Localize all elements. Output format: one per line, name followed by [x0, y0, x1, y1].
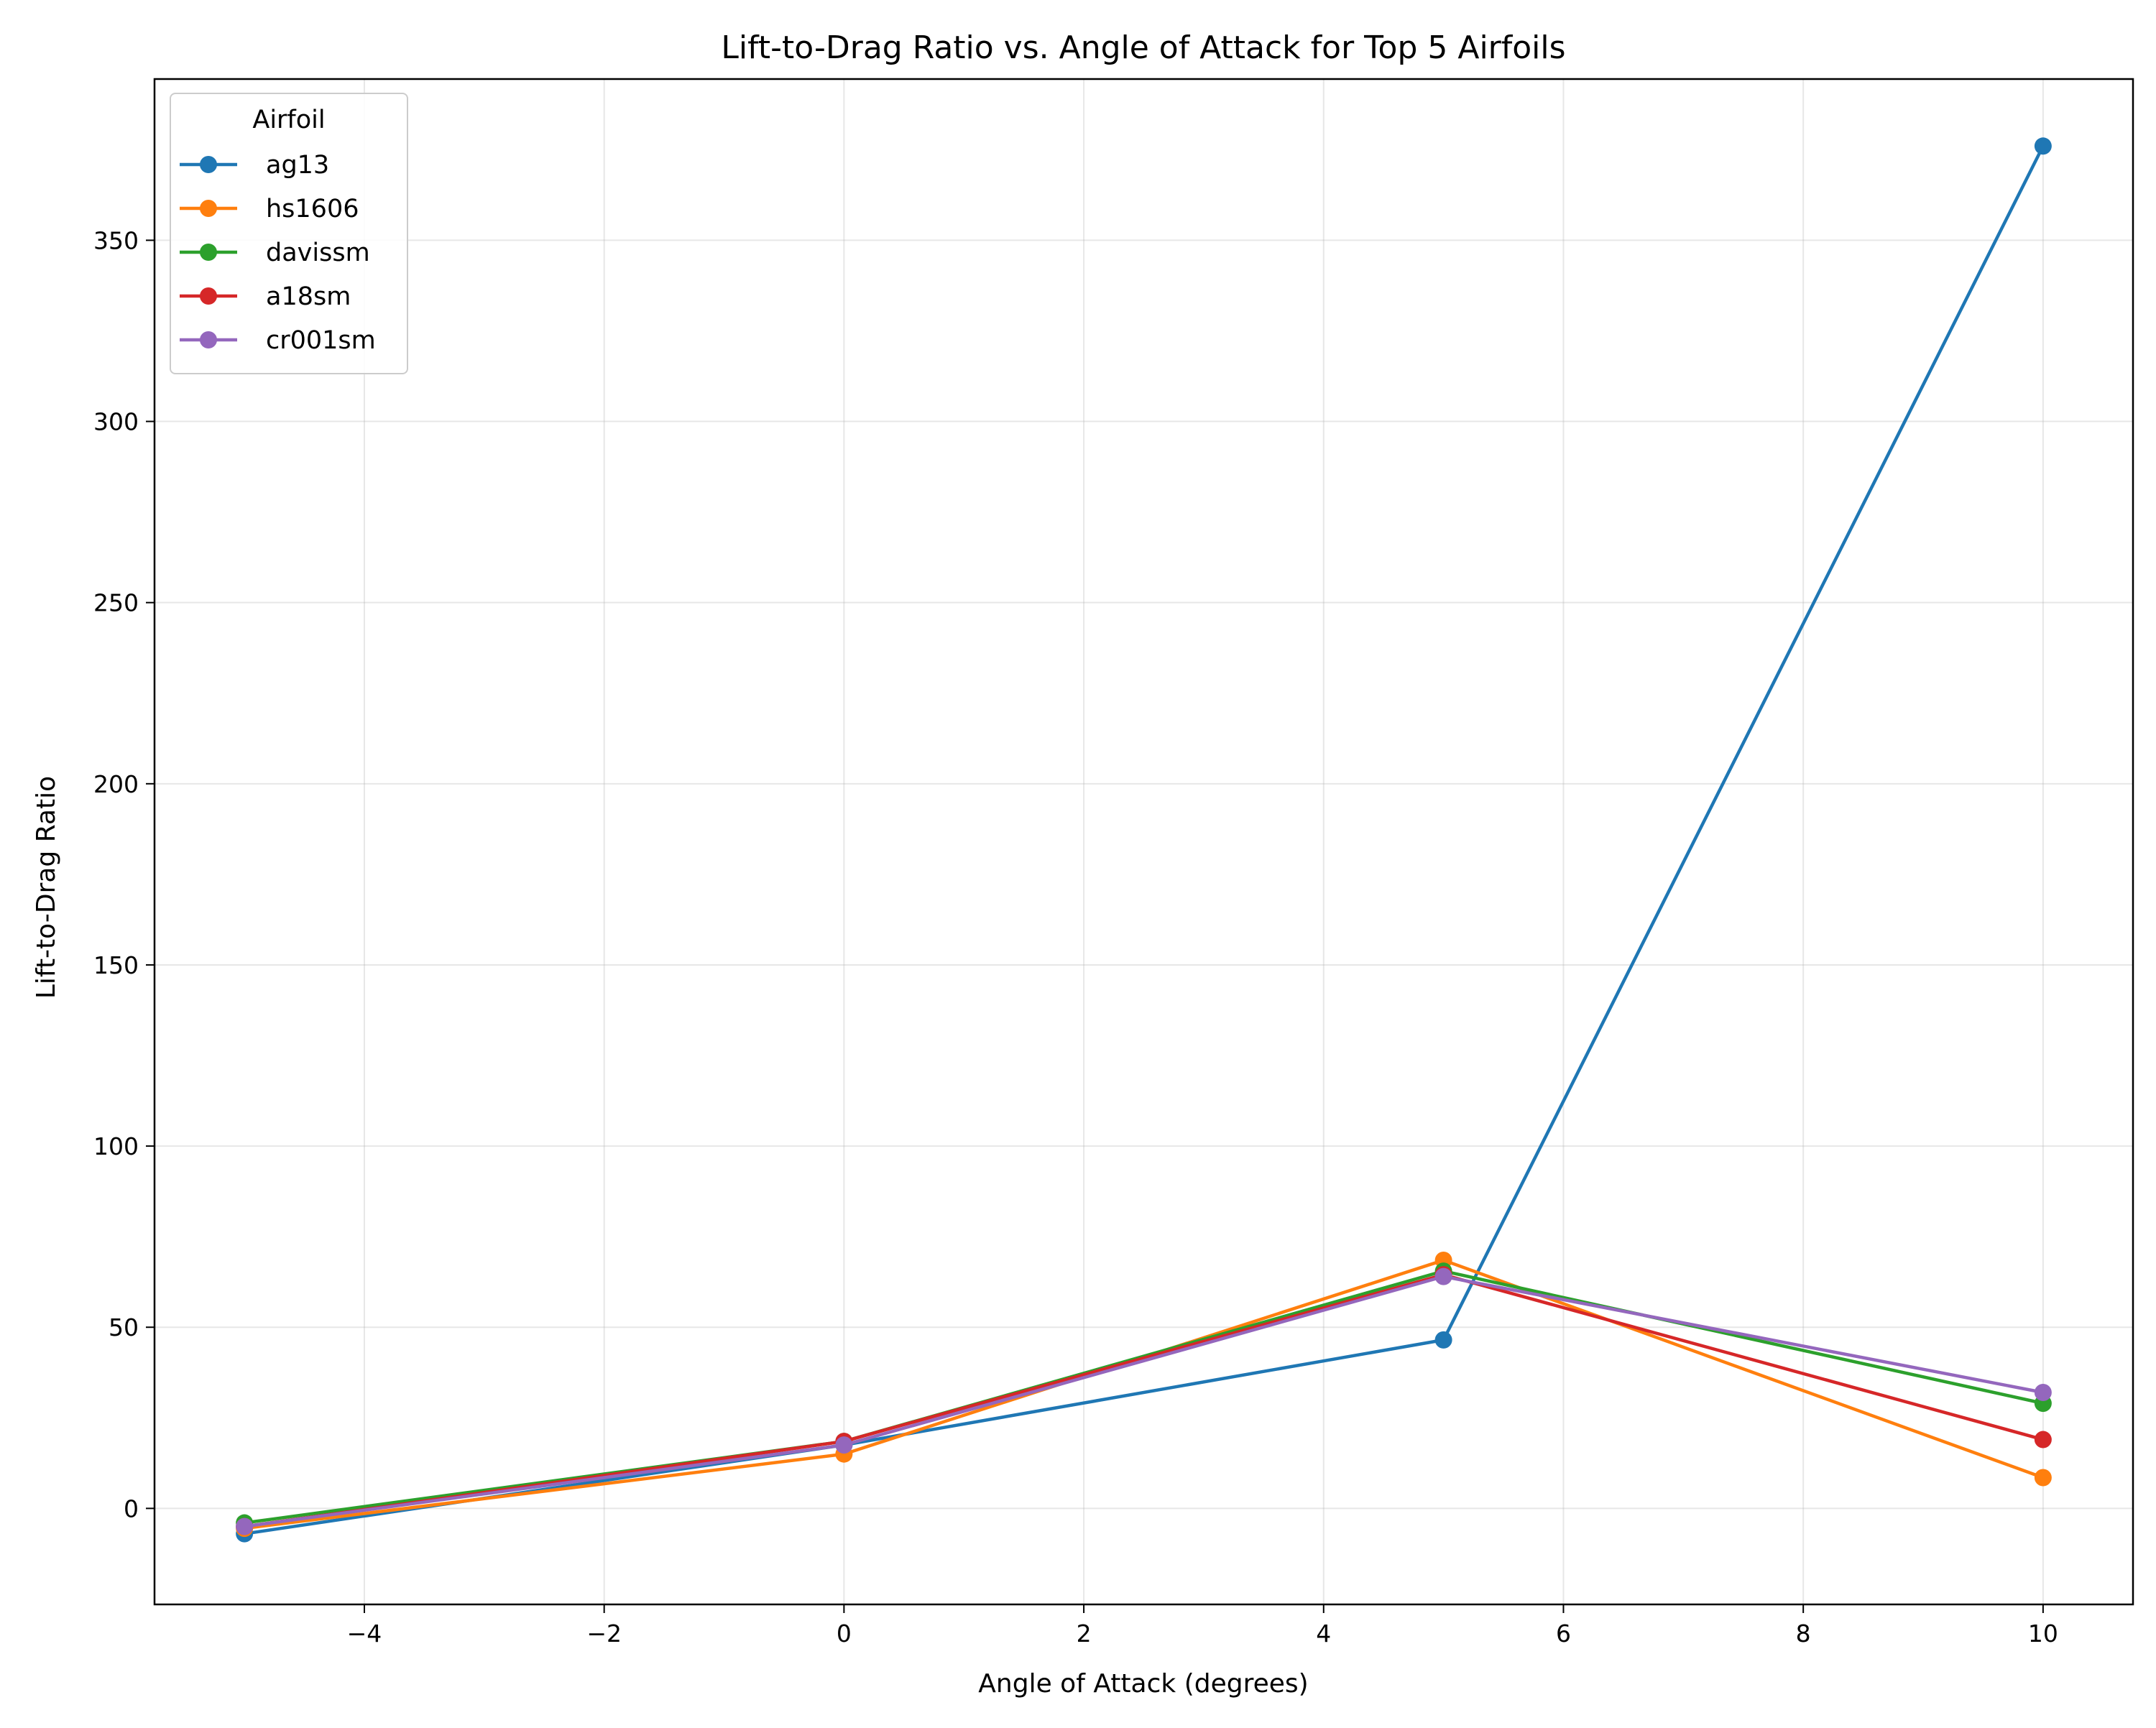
grid — [155, 79, 2133, 1604]
series-line-cr001sm — [244, 1275, 2044, 1528]
legend-item-cr001sm: cr001sm — [180, 326, 376, 355]
series-cr001sm — [236, 1267, 2052, 1535]
y-tick-label: 50 — [109, 1313, 139, 1341]
data-point-ag13 — [1434, 1331, 1452, 1349]
y-tick-label: 150 — [93, 951, 139, 979]
legend-item-hs1606: hs1606 — [180, 195, 359, 223]
x-tick-label: 8 — [1796, 1620, 1811, 1648]
legend-label: davissm — [266, 239, 370, 267]
legend-label: cr001sm — [266, 326, 376, 355]
data-point-cr001sm — [835, 1436, 853, 1454]
y-tick-label: 200 — [93, 770, 139, 798]
x-tick-label: 6 — [1556, 1620, 1571, 1648]
data-point-ag13 — [2034, 137, 2052, 155]
legend-marker — [200, 244, 217, 261]
data-point-a18sm — [2034, 1431, 2052, 1449]
x-axis-label: Angle of Attack (degrees) — [978, 1669, 1308, 1699]
data-point-hs1606 — [2034, 1469, 2052, 1487]
data-point-cr001sm — [1434, 1267, 1452, 1285]
x-tick-label: 0 — [837, 1620, 852, 1648]
chart-title: Lift-to-Drag Ratio vs. Angle of Attack f… — [721, 29, 1565, 66]
legend-marker — [200, 287, 217, 305]
y-axis-label: Lift-to-Drag Ratio — [32, 776, 61, 999]
y-tick-label: 350 — [93, 226, 139, 254]
legend-label: ag13 — [266, 151, 329, 180]
series-lines — [236, 137, 2052, 1543]
legend-marker — [200, 156, 217, 173]
legend-label: a18sm — [266, 282, 351, 311]
legend-item-davissm: davissm — [180, 239, 370, 267]
series-line-davissm — [244, 1269, 2044, 1525]
legend-item-ag13: ag13 — [180, 151, 329, 180]
data-point-cr001sm — [236, 1517, 254, 1535]
legend-item-a18sm: a18sm — [180, 282, 351, 311]
legend-marker — [200, 331, 217, 348]
x-tick-label: −4 — [347, 1620, 382, 1648]
legend-title: Airfoil — [252, 106, 325, 134]
legend-marker — [200, 200, 217, 217]
plot-frame — [153, 78, 2134, 1606]
data-point-cr001sm — [2034, 1383, 2052, 1401]
x-tick-label: 4 — [1316, 1620, 1331, 1648]
legend: Airfoil ag13 hs1606 davissm a18sm cr001sm — [170, 93, 408, 374]
series-line-a18sm — [244, 1272, 2044, 1528]
legend-label: hs1606 — [266, 195, 359, 223]
x-tick-label: 10 — [2028, 1620, 2058, 1648]
series-line-ag13 — [244, 145, 2045, 1535]
x-tick-label: 2 — [1077, 1620, 1092, 1648]
x-tick-label: −2 — [586, 1620, 622, 1648]
y-tick-label: 300 — [93, 408, 139, 436]
y-tick-label: 250 — [93, 589, 139, 617]
y-tick-label: 0 — [124, 1494, 139, 1523]
y-tick-label: 100 — [93, 1132, 139, 1160]
